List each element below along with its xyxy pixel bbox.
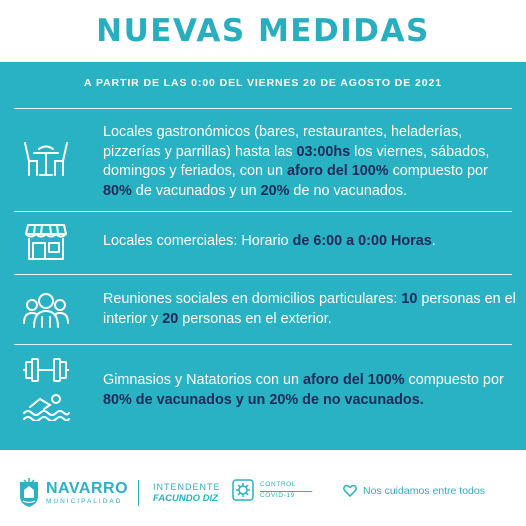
mayor-label: INTENDENTE	[153, 481, 221, 492]
effective-date-subtitle: A PARTIR DE LAS 0:00 DEL VIERNES 20 DE A…	[84, 77, 442, 89]
covid-label: COVID-19	[260, 491, 295, 499]
covid-control-text: CONTROL COVID-19	[260, 481, 312, 500]
measure-highlight: 80% de vacunados y un 20% de no vacunado…	[103, 391, 424, 408]
measure-text: personas en el interior y	[103, 291, 516, 327]
divider	[14, 108, 512, 109]
virus-icon	[232, 479, 254, 501]
measure-text: Locales comerciales: Horario	[103, 233, 293, 249]
measures-panel: A PARTIR DE LAS 0:00 DEL VIERNES 20 DE A…	[0, 62, 526, 450]
measure-social-text: Reuniones sociales en domicilios particu…	[103, 290, 517, 329]
divider	[14, 344, 512, 345]
measure-highlight: 80%	[103, 182, 132, 199]
measure-highlight: 03:00hs	[296, 143, 351, 160]
divider	[14, 211, 512, 212]
measure-text: compuesto por	[388, 163, 488, 179]
measure-text: los viernes, sábados, domingos y feriado…	[103, 143, 490, 180]
measure-highlight: 10	[401, 291, 418, 307]
mayor-name: FACUNDO DIZ	[153, 492, 218, 504]
measure-social-gatherings: Reuniones sociales en domicilios particu…	[0, 274, 526, 344]
slogan-text: Nos cuidamos entre todos	[363, 484, 485, 497]
measure-highlight: de	[292, 233, 310, 249]
measure-highlight: 20%	[260, 182, 290, 199]
mayor-credit: INTENDENTE FACUNDO DIZ	[153, 482, 221, 505]
restaurant-table-icon	[18, 134, 74, 184]
brand: NAVARRO MUNICIPALIDAD	[46, 480, 129, 506]
measure-highlight: 20	[162, 310, 179, 327]
page-title: NUEVAS MEDIDAS	[96, 13, 430, 49]
divider	[138, 480, 140, 506]
measure-gyms-pools: Gimnasios y Natatorios con un aforo del …	[0, 344, 526, 434]
people-group-icon	[18, 284, 74, 334]
measure-text: Locales gastronómicos (bares, restaurant…	[103, 124, 463, 160]
title-bar: NUEVAS MEDIDAS	[0, 0, 526, 62]
measure-text: compuesto por	[404, 372, 504, 388]
brand-name: NAVARRO	[46, 480, 129, 497]
measure-commerce: Locales comerciales: Horario de 6:00 a 0…	[0, 211, 526, 274]
divider	[260, 490, 312, 492]
measure-text: de no vacunados.	[289, 182, 408, 199]
covid-control-badge: CONTROL COVID-19	[232, 479, 312, 501]
measure-text: .	[431, 233, 436, 249]
measure-gastronomy-text: Locales gastronómicos (bares, restaurant…	[103, 123, 517, 201]
measure-text: Reuniones sociales en domicilios particu…	[103, 291, 402, 307]
municipal-shield-icon	[20, 478, 38, 507]
measure-commerce-text: Locales comerciales: Horario de 6:00 a 0…	[103, 232, 517, 252]
dumbbell-swimmer-icon	[18, 348, 74, 428]
storefront-icon	[18, 219, 74, 265]
measure-text: Gimnasios y Natatorios con un	[103, 372, 303, 388]
measure-gyms-text: Gimnasios y Natatorios con un aforo del …	[103, 371, 517, 410]
measure-gastronomy: Locales gastronómicos (bares, restaurant…	[0, 108, 526, 211]
control-label: CONTROL	[260, 480, 296, 488]
municipality-logo: NAVARRO MUNICIPALIDAD INTENDENTE FACUNDO…	[18, 478, 221, 508]
heart-icon	[343, 484, 357, 497]
brand-subtitle: MUNICIPALIDAD	[46, 498, 123, 505]
divider	[14, 274, 512, 275]
footer: NAVARRO MUNICIPALIDAD INTENDENTE FACUNDO…	[0, 450, 526, 526]
measure-text: de vacunados y un	[131, 182, 261, 199]
measure-highlight: 6:00 a 0:00 Horas	[313, 233, 432, 249]
slogan: Nos cuidamos entre todos	[343, 484, 485, 497]
measure-text: personas en el exterior.	[178, 310, 332, 327]
measure-highlight: aforo del 100%	[302, 372, 405, 388]
measure-highlight: aforo del 100%	[287, 163, 389, 179]
